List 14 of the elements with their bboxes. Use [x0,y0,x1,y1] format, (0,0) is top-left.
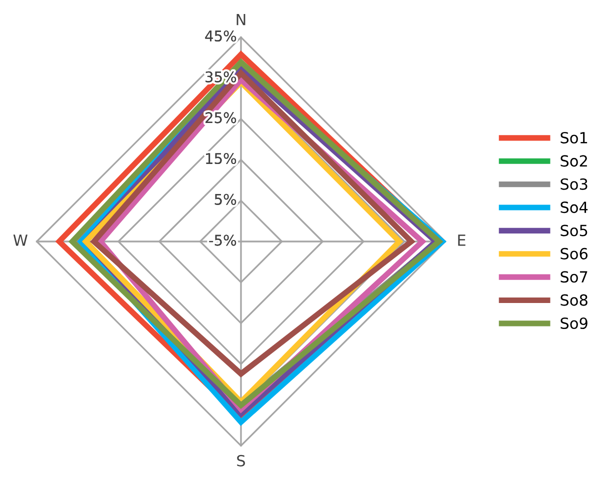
legend-label: So1 [560,132,588,144]
spoke-label: S [237,454,245,466]
legend-label: So2 [560,155,587,167]
legend-label: So3 [560,178,588,190]
legend-label: So9 [560,317,588,330]
legend-label: So8 [560,294,588,306]
spoke-label: W [13,234,28,246]
legend-label: So5 [560,224,588,236]
legend-label: So6 [560,248,588,260]
legend-label: So7 [560,271,588,283]
spoke-label: E [458,234,466,246]
legend-label: So4 [560,202,588,214]
spoke-label: N [236,14,246,26]
y-tick-label: 45% [205,30,236,42]
